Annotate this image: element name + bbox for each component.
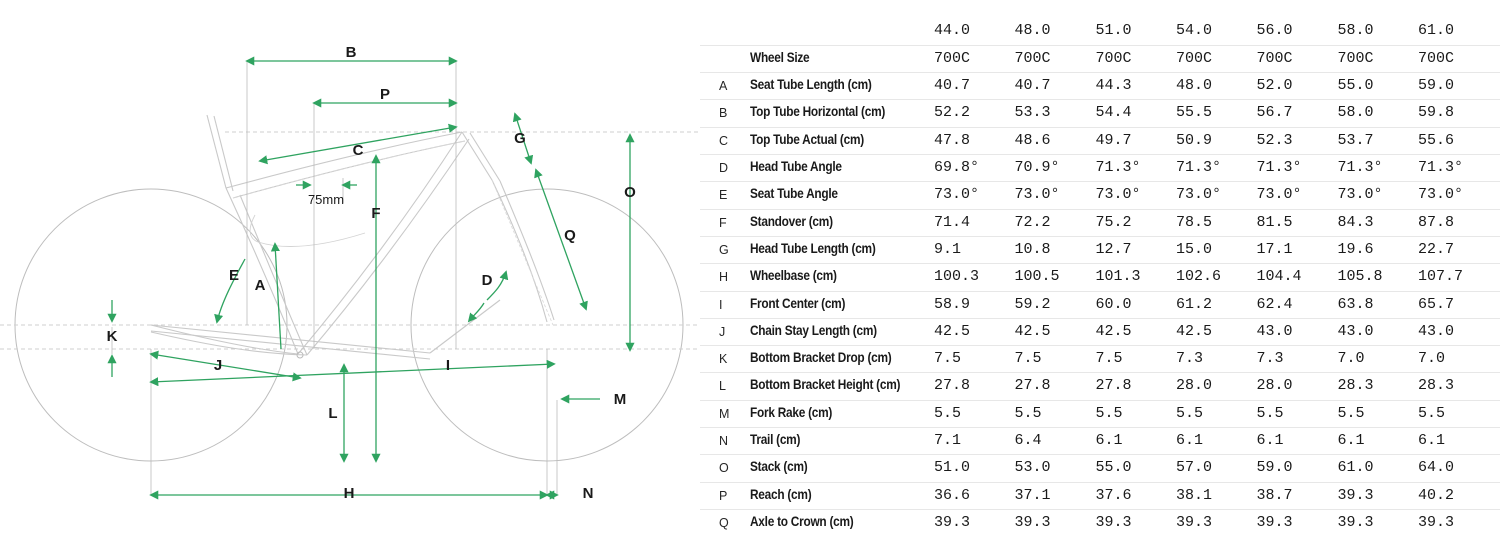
svg-text:E: E [229, 267, 239, 284]
svg-text:75mm: 75mm [308, 192, 344, 207]
svg-text:P: P [380, 86, 390, 103]
svg-text:M: M [614, 391, 627, 408]
svg-text:H: H [344, 485, 355, 502]
svg-text:A: A [255, 277, 266, 294]
svg-text:J: J [214, 357, 222, 374]
svg-text:C: C [353, 142, 364, 159]
svg-text:I: I [446, 357, 450, 374]
svg-text:B: B [346, 44, 357, 61]
svg-text:G: G [514, 130, 526, 147]
svg-text:D: D [482, 272, 493, 289]
svg-text:F: F [371, 205, 380, 222]
svg-text:O: O [624, 184, 636, 201]
svg-text:N: N [583, 485, 594, 502]
svg-text:K: K [107, 328, 118, 345]
svg-text:L: L [328, 405, 337, 422]
svg-text:Q: Q [564, 227, 576, 244]
